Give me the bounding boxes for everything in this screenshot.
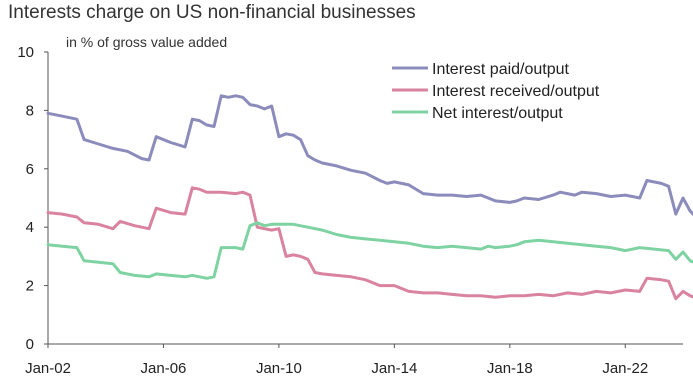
series-line-3 <box>46 221 693 280</box>
series-line-2 <box>46 186 693 301</box>
legend-label-3: Net interest/output <box>432 105 563 122</box>
axes: 0 2 4 6 8 10 Jan-02 Jan-06 Jan-10 Jan-14 Jan-18 Jan… <box>17 44 683 377</box>
y-tick-label: 2 <box>26 278 34 295</box>
x-tick-label: Jan-02 <box>25 360 71 377</box>
y-tick-label: 4 <box>26 219 34 236</box>
x-tick-label: Jan-14 <box>371 360 417 377</box>
x-tick-label: Jan-22 <box>602 360 648 377</box>
legend-label-2: Interest received/output <box>432 83 600 100</box>
legend: Interest paid/output Interest received/ou… <box>392 61 600 122</box>
legend-label-1: Interest paid/output <box>432 61 570 78</box>
x-tick-label: Jan-06 <box>141 360 187 377</box>
series-lines <box>46 94 693 301</box>
chart-title: Interests charge on US non-financial bus… <box>8 2 416 23</box>
y-tick-label: 6 <box>26 161 34 178</box>
y-tick-label: 10 <box>17 44 34 61</box>
y-tick-label: 0 <box>26 336 34 353</box>
y-tick-label: 8 <box>26 102 34 119</box>
x-tick-label: Jan-18 <box>487 360 533 377</box>
x-tick-label: Jan-10 <box>256 360 302 377</box>
y-axis-label: in % of gross value added <box>66 34 228 50</box>
series-line-1 <box>46 94 693 217</box>
